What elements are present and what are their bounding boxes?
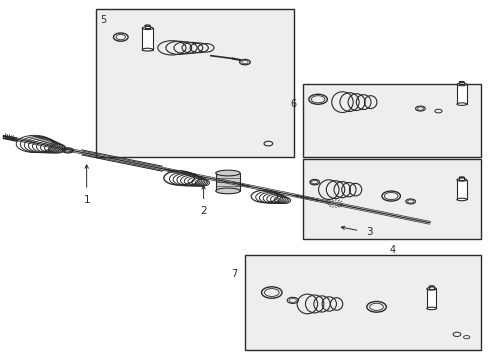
Text: 7: 7 (231, 269, 238, 279)
Bar (245, 255, 481, 350)
Bar (460, 82, 464, 85)
Ellipse shape (427, 288, 437, 290)
Bar (457, 180, 466, 199)
Ellipse shape (216, 188, 240, 194)
Bar (460, 177, 464, 180)
Bar (216, 173, 240, 191)
Bar (303, 158, 481, 239)
Bar (145, 26, 150, 28)
Ellipse shape (457, 103, 466, 105)
Bar (97, 9, 294, 157)
Bar (457, 85, 466, 104)
Ellipse shape (457, 198, 466, 201)
Ellipse shape (460, 177, 464, 178)
Ellipse shape (330, 201, 341, 207)
Text: 3: 3 (366, 227, 372, 237)
Ellipse shape (427, 307, 437, 310)
Ellipse shape (429, 286, 434, 287)
Ellipse shape (216, 170, 240, 176)
Text: 4: 4 (390, 246, 395, 255)
Bar (429, 287, 434, 289)
Bar (303, 84, 481, 157)
Ellipse shape (145, 25, 150, 26)
Bar (427, 289, 437, 309)
Bar (142, 28, 153, 50)
Ellipse shape (142, 48, 153, 51)
Ellipse shape (460, 81, 464, 83)
Text: 1: 1 (83, 195, 90, 205)
Ellipse shape (142, 27, 153, 30)
Ellipse shape (457, 83, 466, 86)
Text: 6: 6 (290, 99, 296, 109)
Ellipse shape (457, 179, 466, 181)
Text: 5: 5 (100, 15, 106, 25)
Text: 2: 2 (200, 206, 207, 216)
